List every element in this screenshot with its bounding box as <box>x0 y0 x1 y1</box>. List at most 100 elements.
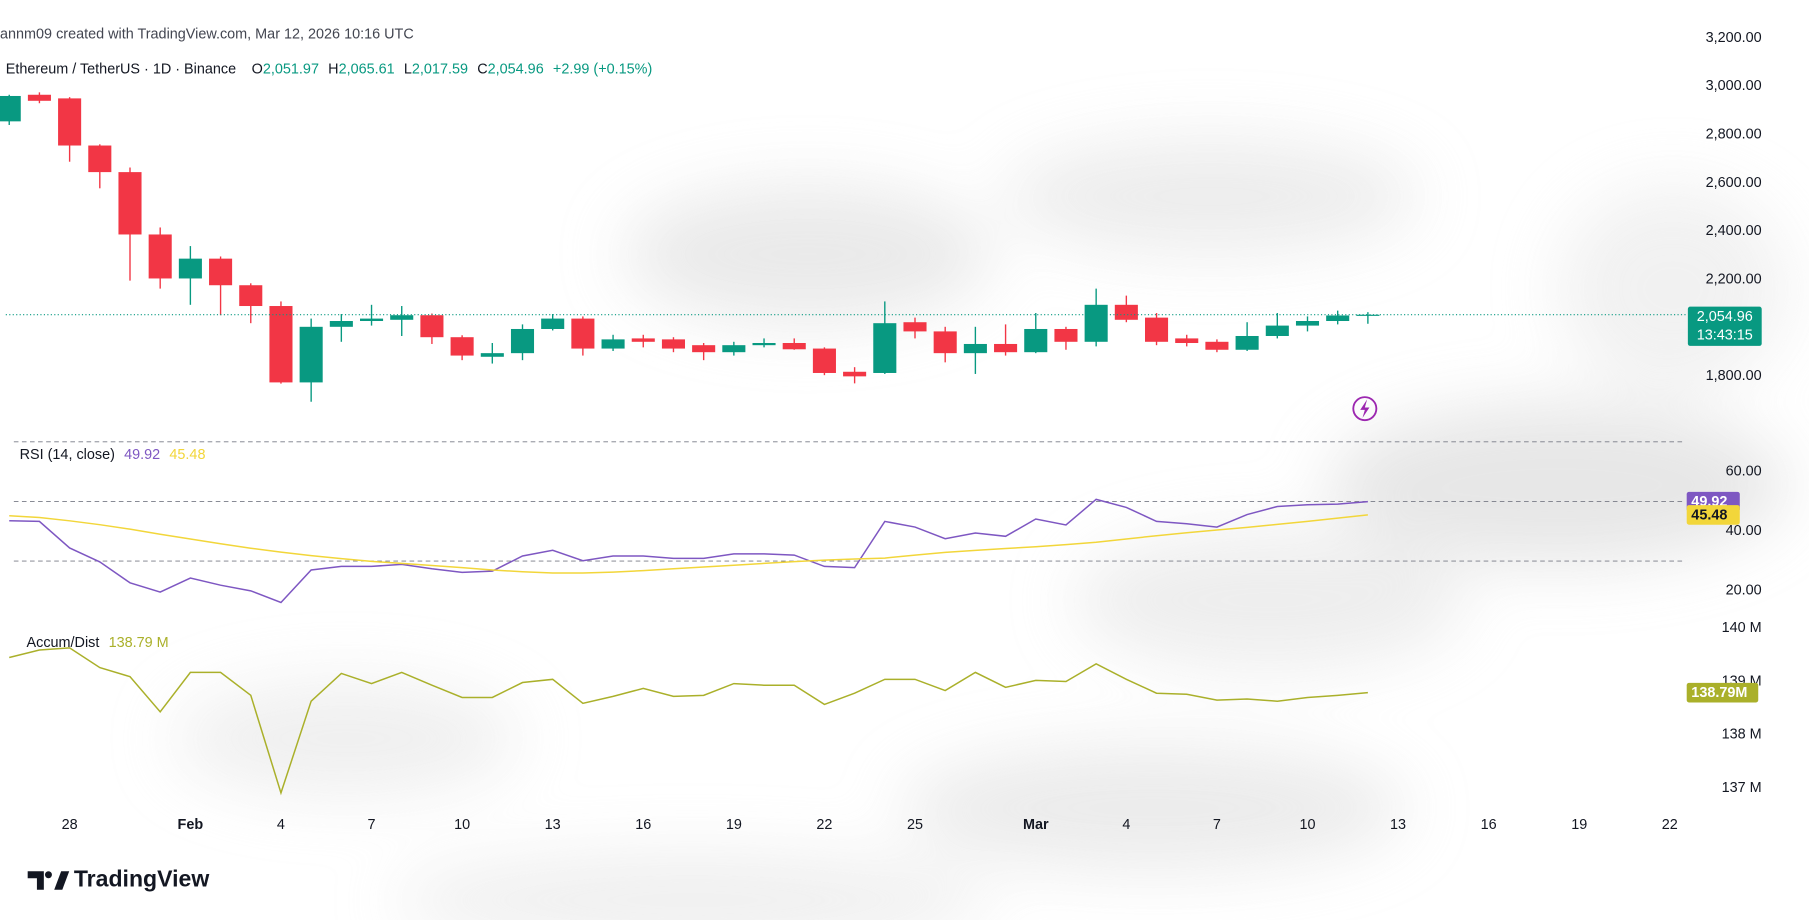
candle-body <box>752 343 776 346</box>
ohlc-value: 2,054.96 <box>488 61 544 77</box>
indicator-line <box>9 514 1368 574</box>
y-tick-label: 60.00 <box>1726 463 1762 479</box>
y-tick-label: 3,200.00 <box>1706 30 1762 46</box>
candle-body <box>541 318 565 329</box>
ohlc-value: 2,017.59 <box>412 61 468 77</box>
x-tick-label: Feb <box>178 817 204 833</box>
candle-body <box>1114 304 1138 320</box>
candle-body <box>843 371 867 377</box>
legend-value: 45.48 <box>169 447 205 463</box>
value-badge-label: 45.48 <box>1691 507 1727 523</box>
x-tick-label: 22 <box>816 817 832 833</box>
ohlc-key: O <box>252 61 263 77</box>
change: +2.99 (+0.15%) <box>553 61 652 77</box>
value-badge <box>1686 682 1759 703</box>
ohlc-value: 2,051.97 <box>263 61 319 77</box>
candle-body <box>661 339 685 349</box>
y-tick-label: 138 M <box>1722 727 1762 743</box>
x-tick-label: 28 <box>62 817 78 833</box>
candle-body <box>1175 338 1199 344</box>
candle-body <box>812 348 836 373</box>
candle-body <box>1084 304 1108 342</box>
x-tick-label: 13 <box>545 817 561 833</box>
y-tick-label: 140 M <box>1722 620 1762 636</box>
candle-body <box>269 306 293 383</box>
candle-body <box>1024 328 1048 353</box>
indicator-legend: RSI (14, close) 49.92 45.48 <box>20 447 206 463</box>
candle-body <box>1326 315 1350 322</box>
legend-value: 49.92 <box>124 447 160 463</box>
symbol: Ethereum / TetherUS · 1D · Binance <box>6 61 236 77</box>
candle-body <box>239 285 263 307</box>
y-tick-label: 137 M <box>1722 780 1762 796</box>
x-tick-label: 19 <box>1571 817 1587 833</box>
candle-body <box>88 145 112 173</box>
candle-body <box>480 353 504 357</box>
candle-body <box>360 318 384 322</box>
symbol-legend: Ethereum / TetherUS · 1D · Binance O2,05… <box>6 61 652 77</box>
indicator-line <box>9 647 1368 796</box>
candle-body <box>299 326 323 383</box>
candle-body <box>933 331 957 354</box>
y-tick-label: 2,200.00 <box>1706 271 1762 287</box>
candle-body <box>27 94 51 101</box>
candle-body <box>329 321 353 327</box>
legend-value: 138.79 M <box>109 635 169 651</box>
y-tick-label: 1,800.00 <box>1706 368 1762 384</box>
y-tick-label: 20.00 <box>1726 583 1762 599</box>
x-tick-label: 10 <box>454 817 470 833</box>
y-tick-label: 2,800.00 <box>1706 126 1762 142</box>
candle-body <box>148 234 172 279</box>
candle-body <box>390 315 414 320</box>
candle-body <box>58 98 82 146</box>
x-tick-label: Mar <box>1023 817 1049 833</box>
indicator-legend: Accum/Dist 138.79 M <box>27 635 169 651</box>
x-tick-label: 7 <box>368 817 376 833</box>
background-haze <box>173 138 1789 920</box>
candle-body <box>963 343 987 354</box>
candle-body <box>209 258 233 286</box>
y-tick-label: 2,600.00 <box>1706 175 1762 191</box>
candle-body <box>873 323 897 373</box>
candle-body <box>420 315 444 338</box>
candle-body <box>601 339 625 349</box>
candle-body <box>1265 325 1289 336</box>
candle-body <box>994 343 1018 353</box>
price-badge <box>1687 306 1762 346</box>
candle-body <box>0 95 21 122</box>
value-badge-label: 138.79M <box>1691 685 1747 701</box>
candle-body <box>722 345 746 353</box>
candle-body <box>692 345 716 353</box>
y-tick-label: 2,400.00 <box>1706 223 1762 239</box>
candle-body <box>1054 328 1078 342</box>
x-tick-label: 19 <box>726 817 742 833</box>
x-tick-label: 4 <box>1122 817 1130 833</box>
candle-body <box>1145 317 1169 342</box>
candle-body <box>1205 341 1229 350</box>
x-tick-label: 16 <box>635 817 651 833</box>
indicator-title: RSI (14, close) <box>20 447 115 463</box>
brand-name: TradingView <box>74 866 209 892</box>
candle-body <box>118 172 142 235</box>
indicator-title: Accum/Dist <box>27 635 100 651</box>
ohlc-key: C <box>477 61 487 77</box>
candle-body <box>571 318 595 349</box>
candle-body <box>1295 321 1320 326</box>
x-tick-label: 13 <box>1390 817 1406 833</box>
x-tick-label: 25 <box>907 817 923 833</box>
candle-body <box>1356 314 1380 316</box>
countdown-label: 13:43:15 <box>1697 327 1753 343</box>
ohlc-value: 2,065.61 <box>339 61 395 77</box>
candle-body <box>178 258 202 279</box>
value-badge <box>1686 505 1740 525</box>
y-tick-label: 3,000.00 <box>1706 78 1762 94</box>
candle-body <box>903 322 927 332</box>
price-badge-label: 2,054.96 <box>1697 309 1753 325</box>
candle-body <box>450 337 474 356</box>
indicator-line <box>9 498 1368 604</box>
x-tick-label: 22 <box>1662 817 1678 833</box>
candle-body <box>1235 335 1259 350</box>
candle-body <box>782 343 806 350</box>
